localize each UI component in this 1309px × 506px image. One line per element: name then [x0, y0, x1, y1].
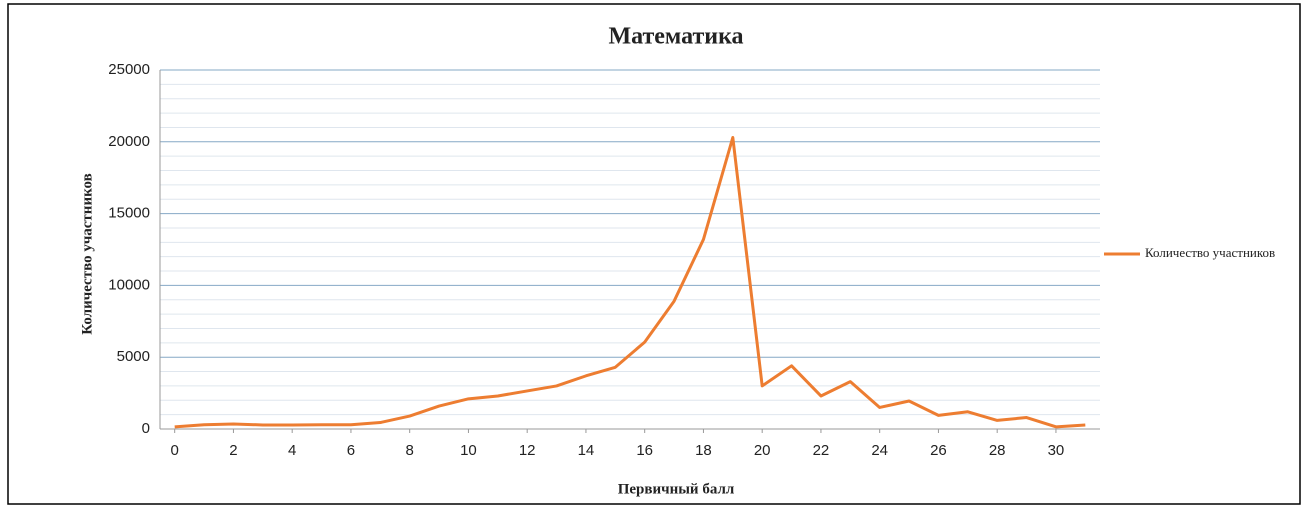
x-tick-label: 4 [288, 442, 296, 459]
x-tick-label: 6 [347, 442, 355, 459]
x-tick-label: 20 [754, 442, 771, 459]
x-tick-label: 14 [578, 442, 595, 459]
x-tick-label: 0 [171, 442, 179, 459]
y-tick-label: 5000 [117, 348, 150, 365]
data-line [174, 135, 1086, 429]
x-tick-label: 22 [813, 442, 830, 459]
x-tick-label: 10 [460, 442, 477, 459]
y-tick-label: 20000 [108, 133, 150, 150]
x-tick-label: 24 [871, 442, 888, 459]
x-tick-label: 2 [229, 442, 237, 459]
x-tick-label: 8 [406, 442, 414, 459]
x-tick-label: 12 [519, 442, 536, 459]
y-tick-label: 10000 [108, 276, 150, 293]
x-tick-label: 28 [989, 442, 1006, 459]
chart-frame [7, 3, 1301, 505]
legend-label: Количество участников [1145, 245, 1275, 260]
chart-title: Математика [608, 24, 743, 50]
y-axis-label: Количество участников [79, 173, 95, 335]
y-tick-label: 0 [142, 420, 150, 437]
x-tick-label: 26 [930, 442, 947, 459]
x-tick-label: 16 [636, 442, 653, 459]
x-tick-label: 18 [695, 442, 712, 459]
x-tick-label: 30 [1048, 442, 1065, 459]
x-axis-label: Первичный балл [618, 481, 735, 497]
y-tick-label: 25000 [108, 61, 150, 78]
y-tick-label: 15000 [108, 205, 150, 222]
